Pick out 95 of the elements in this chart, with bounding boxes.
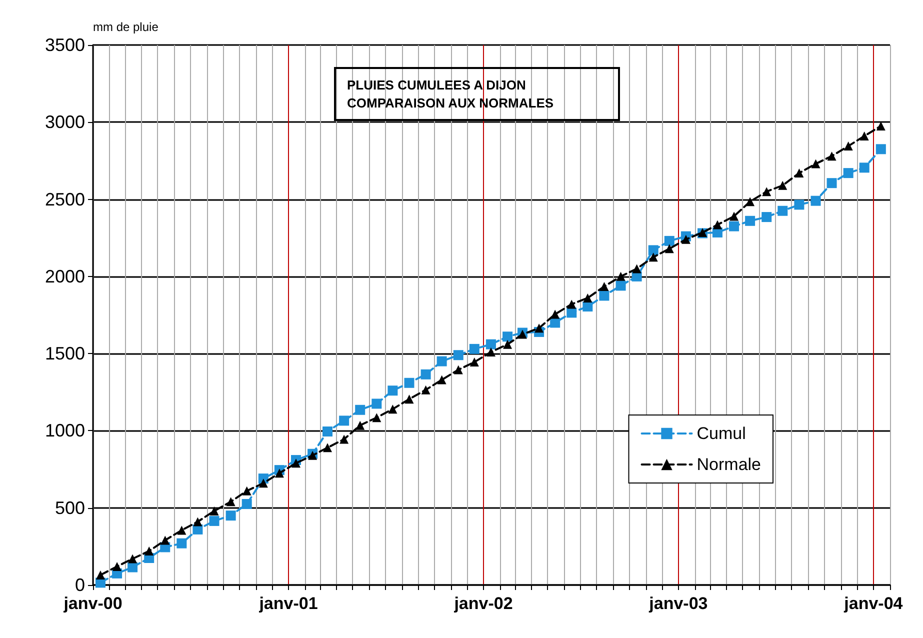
point: [128, 562, 138, 572]
point: [470, 358, 479, 367]
x-tick-label: janv-01: [258, 594, 318, 613]
point: [762, 212, 772, 222]
legend-label: Normale: [696, 455, 762, 474]
point: [778, 180, 788, 190]
point: [567, 300, 576, 309]
point: [876, 122, 886, 130]
point: [112, 562, 122, 571]
x-tick-label: janv-04: [843, 594, 904, 613]
y-tick-label: 1500: [44, 344, 85, 364]
point: [404, 378, 414, 388]
point: [372, 413, 382, 422]
point: [811, 159, 820, 168]
point: [437, 375, 446, 384]
y-axis-title: mm de pluie: [93, 20, 159, 34]
point: [860, 132, 869, 141]
point: [664, 244, 674, 254]
point: [810, 196, 821, 206]
point: [340, 434, 349, 444]
point: [599, 290, 610, 301]
point: [209, 516, 220, 526]
point: [534, 324, 544, 333]
point: [843, 168, 854, 178]
point: [160, 536, 170, 545]
y-tick-label: 500: [54, 498, 85, 518]
point: [274, 468, 284, 478]
point: [339, 416, 350, 426]
point: [404, 394, 414, 404]
point: [454, 365, 463, 374]
point: [453, 350, 464, 360]
point: [616, 272, 626, 281]
point: [566, 308, 577, 318]
y-tick-label: 3000: [44, 112, 85, 132]
point: [486, 339, 496, 350]
point: [242, 499, 252, 509]
point: [876, 144, 886, 154]
point: [503, 340, 512, 349]
legend-label: Cumul: [696, 424, 746, 443]
point: [291, 458, 300, 468]
point: [322, 426, 333, 436]
point: [176, 538, 187, 548]
point: [859, 162, 870, 173]
point: [632, 264, 642, 274]
point: [844, 142, 853, 151]
point: [144, 546, 154, 556]
point: [258, 478, 268, 488]
x-tick-label: janv-00: [62, 594, 122, 613]
point: [648, 252, 658, 262]
point: [648, 245, 658, 256]
point: [226, 497, 236, 506]
point: [421, 385, 430, 394]
point: [550, 310, 560, 319]
point: [730, 212, 739, 221]
point: [323, 443, 332, 452]
point: [794, 168, 804, 178]
point: [502, 332, 513, 342]
point: [762, 187, 772, 196]
point: [436, 356, 447, 366]
y-tick-label: 2500: [44, 189, 85, 210]
x-tick-label: janv-02: [453, 594, 513, 613]
point: [226, 510, 236, 521]
point: [469, 344, 480, 354]
point: [794, 200, 804, 210]
y-tick-label: 1000: [44, 420, 85, 441]
point: [355, 404, 366, 415]
y-tick-label: 0: [74, 575, 85, 595]
point: [420, 369, 431, 380]
point: [729, 221, 740, 232]
point: [242, 486, 252, 496]
point: [388, 404, 398, 414]
point: [193, 517, 202, 526]
point: [582, 302, 593, 312]
point: [356, 420, 365, 430]
point: [600, 282, 609, 291]
point: [681, 234, 690, 244]
y-tick-label: 3500: [44, 35, 85, 55]
point: [388, 386, 398, 396]
point: [372, 398, 382, 409]
point: [486, 348, 496, 357]
y-tick-label: 2000: [44, 266, 85, 286]
point: [616, 280, 626, 291]
point: [746, 197, 755, 206]
point: [210, 506, 219, 516]
point: [745, 216, 756, 226]
point: [827, 152, 836, 161]
point: [96, 570, 105, 580]
point: [664, 236, 674, 246]
point: [826, 178, 837, 188]
point: [128, 554, 138, 564]
point: [712, 220, 722, 230]
point: [177, 526, 186, 535]
x-tick-label: janv-03: [648, 594, 708, 613]
point: [583, 294, 592, 303]
point: [778, 206, 788, 216]
